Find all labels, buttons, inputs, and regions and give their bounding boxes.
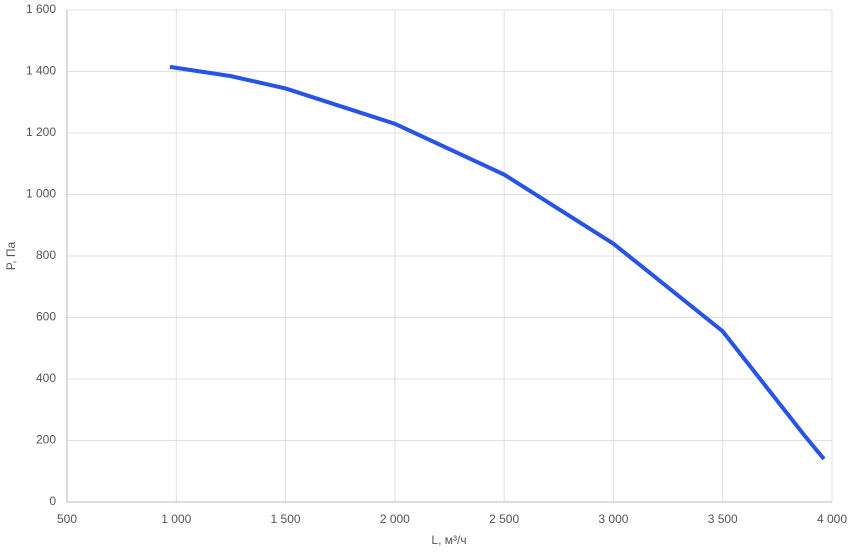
y-tick-label: 400	[36, 371, 56, 385]
x-tick-label: 3 500	[708, 512, 738, 526]
y-tick-label: 1 400	[26, 64, 56, 78]
x-tick-label: 500	[57, 512, 77, 526]
curve	[169, 64, 826, 461]
y-tick-label: 200	[36, 433, 56, 447]
y-axis-title: P, Па	[4, 241, 18, 270]
y-tick-label: 600	[36, 310, 56, 324]
y-tick-label: 1 200	[26, 125, 56, 139]
y-tick-label: 800	[36, 248, 56, 262]
y-tick-label: 1 000	[26, 187, 56, 201]
x-axis-title: L, м³/ч	[431, 533, 466, 547]
y-tick-label: 0	[49, 494, 56, 508]
x-tick-label: 3 000	[598, 512, 628, 526]
x-tick-label: 2 000	[380, 512, 410, 526]
x-tick-label: 1 500	[271, 512, 301, 526]
x-tick-label: 4 000	[817, 512, 847, 526]
y-tick-label: 1 600	[26, 2, 56, 16]
x-tick-label: 1 000	[161, 512, 191, 526]
x-tick-label: 2 500	[489, 512, 519, 526]
